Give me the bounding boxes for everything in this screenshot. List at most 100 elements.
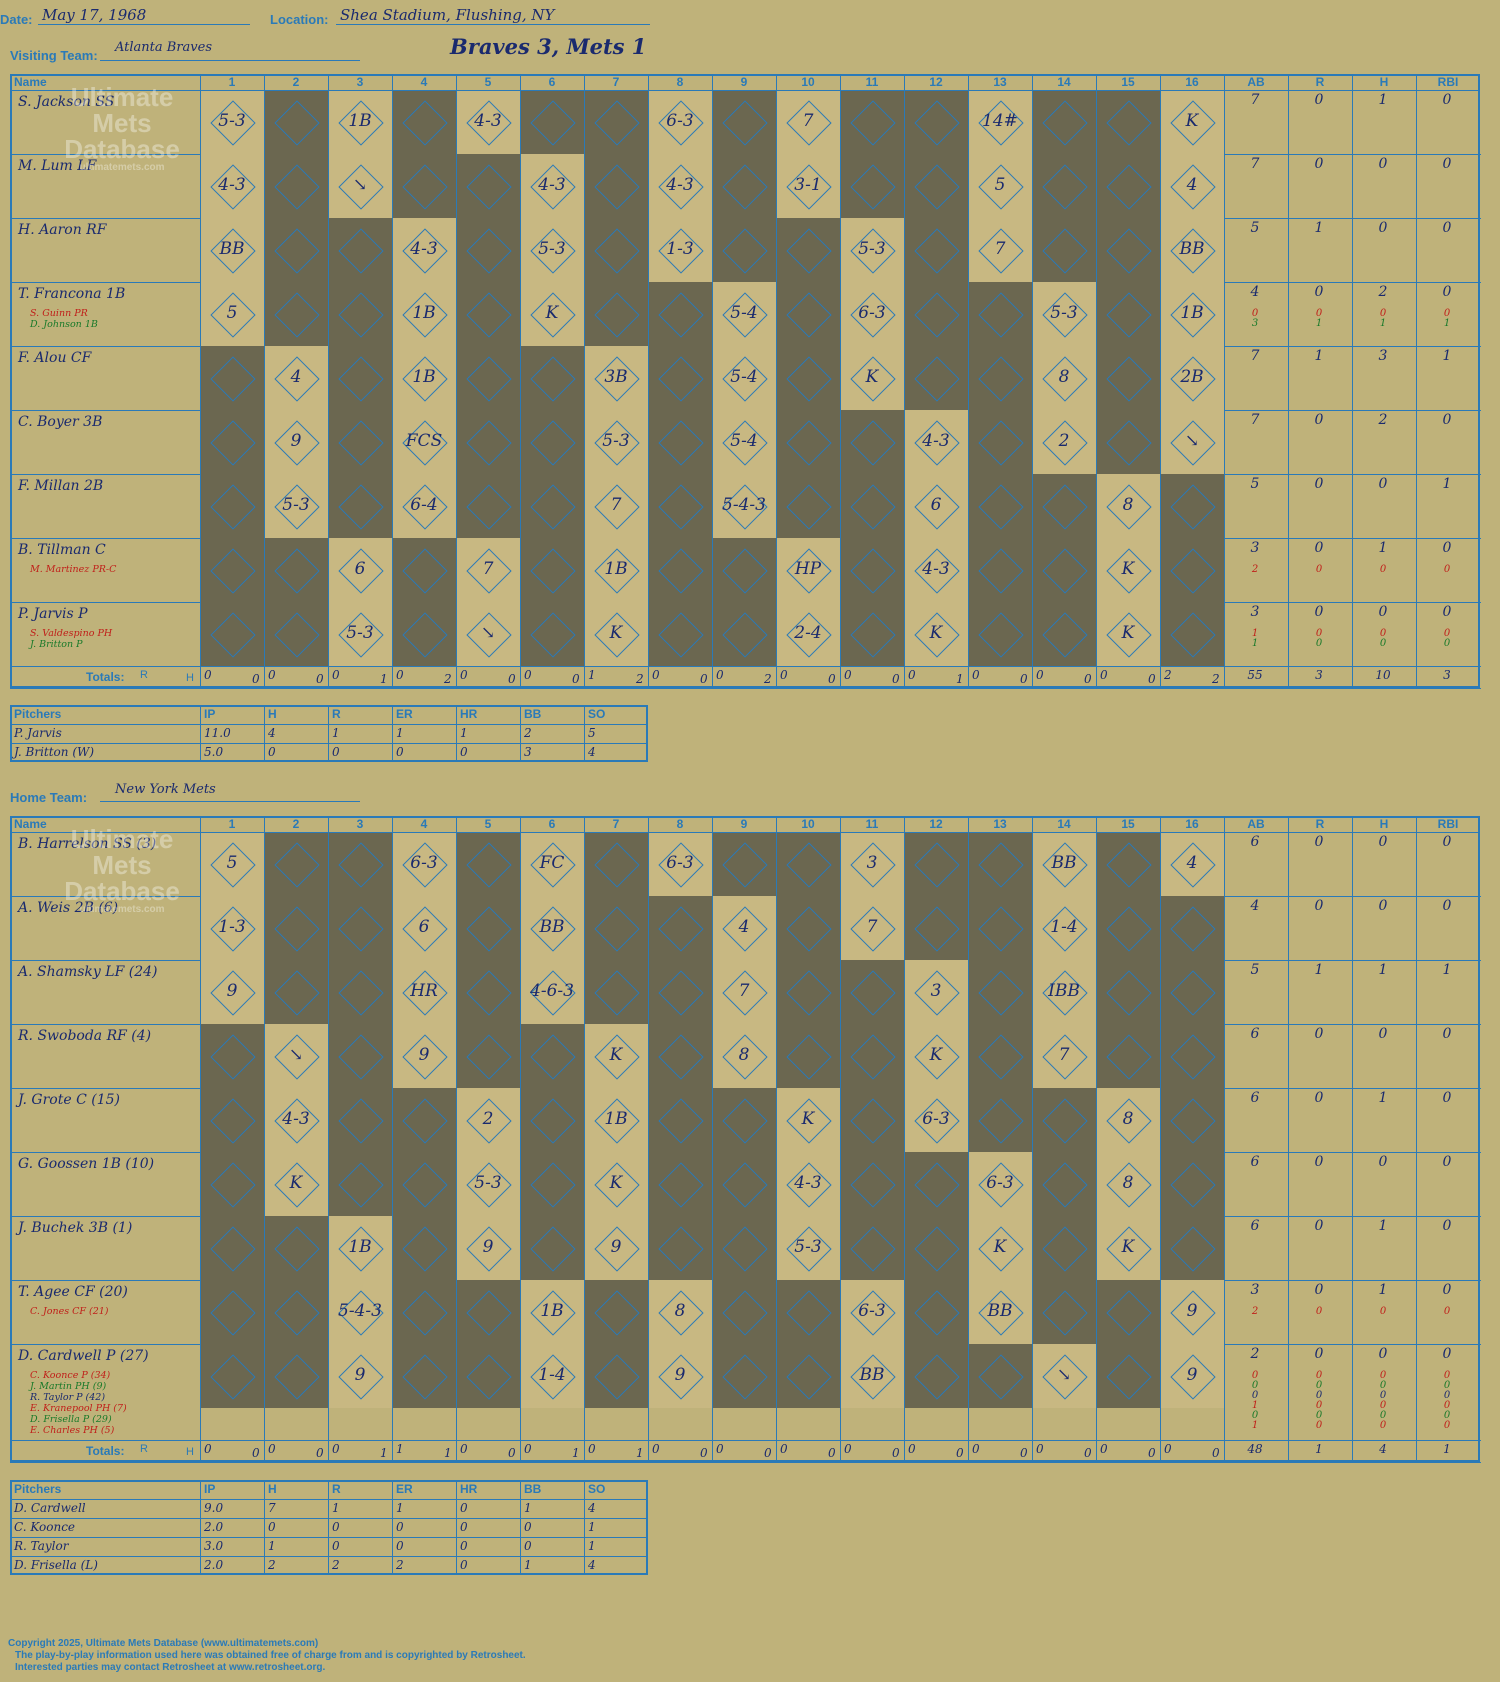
inning-cell-5 — [456, 832, 520, 896]
stat-ab: 6 — [1250, 834, 1260, 850]
pitcher-stat: 7 — [268, 1501, 276, 1515]
inning-cell-1: BB — [200, 218, 264, 282]
inning-cell-4 — [392, 602, 456, 666]
grid-divider — [392, 74, 393, 688]
stat-r: 0 — [1314, 1026, 1324, 1042]
inning-cell-7: K — [584, 1152, 648, 1216]
play-result: 9 — [482, 1237, 494, 1257]
inning-hits-total: 2 — [444, 672, 452, 686]
pitcher-stat: 4 — [588, 745, 596, 759]
sub-player-name: D. Frisella P (29) — [30, 1414, 112, 1425]
play-result: K — [289, 1173, 303, 1193]
inning-cell-11: 3 — [840, 832, 904, 896]
header-inning-4: 4 — [420, 75, 428, 89]
stat-h: 2 — [1378, 412, 1388, 428]
inning-cell-15: K — [1096, 602, 1160, 666]
header-inning-10: 10 — [801, 75, 815, 89]
location-value: Shea Stadium, Flushing, NY — [340, 6, 555, 24]
stat-ab: 0 — [1251, 308, 1259, 319]
inning-cell-13 — [968, 1024, 1032, 1088]
stat-ab: 1 — [1251, 638, 1259, 649]
inning-cell-13 — [968, 896, 1032, 960]
stat-ab: 4 — [1250, 284, 1260, 300]
pitcher-stat: 1 — [524, 1501, 532, 1515]
inning-cell-6: K — [520, 282, 584, 346]
play-result: 8 — [674, 1301, 686, 1321]
pitcher-col-line — [200, 705, 201, 762]
stat-rbi: 0 — [1443, 308, 1451, 319]
player-name: H. Aaron RF — [18, 222, 107, 238]
pitcher-name: D. Cardwell — [14, 1501, 86, 1515]
inning-cell-14: 7 — [1032, 1024, 1096, 1088]
header-inning-14: 14 — [1057, 817, 1071, 831]
play-result: K — [609, 1173, 623, 1193]
player-name: S. Jackson SS — [18, 94, 115, 110]
inning-cell-11 — [840, 90, 904, 154]
stat-h: 0 — [1378, 604, 1388, 620]
stat-r: 0 — [1314, 156, 1324, 172]
inning-cell-8: 6-3 — [648, 90, 712, 154]
play-result: BB — [539, 917, 565, 937]
inning-cell-4 — [392, 1088, 456, 1152]
inning-hits-total: 0 — [1212, 1446, 1220, 1460]
header-divider — [10, 90, 1480, 91]
inning-cell-5 — [456, 218, 520, 282]
inning-cell-8 — [648, 282, 712, 346]
play-result: 6-4 — [410, 495, 438, 515]
inning-cell-8 — [648, 1024, 712, 1088]
pitcher-row-line — [10, 1518, 648, 1519]
watermark-url: ultimatemets.com — [79, 904, 165, 915]
play-result: 5-3 — [218, 111, 246, 131]
inning-cell-9: 5-4-3 — [712, 474, 776, 538]
header-inning-5: 5 — [484, 817, 492, 831]
stat-r: 0 — [1315, 564, 1323, 575]
inning-cell-11 — [840, 474, 904, 538]
inning-hits-total: 0 — [1148, 1446, 1156, 1460]
pitcher-stat: 0 — [460, 1558, 468, 1572]
stat-h: 0 — [1378, 1026, 1388, 1042]
stat-h: 0 — [1379, 308, 1387, 319]
inning-cell-8 — [648, 474, 712, 538]
inning-cell-10 — [776, 832, 840, 896]
pitcher-header-hr: HR — [460, 707, 478, 721]
stat-h: 1 — [1378, 540, 1388, 556]
inning-runs-total: 0 — [588, 1442, 596, 1456]
inning-cell-13 — [968, 410, 1032, 474]
totals-h-label: H — [186, 1446, 194, 1458]
header-stat-r: R — [1315, 75, 1325, 89]
inning-cell-1 — [200, 538, 264, 602]
play-result: 5-4-3 — [338, 1301, 382, 1321]
inning-cell-8: 6-3 — [648, 832, 712, 896]
inning-cell-16: 9 — [1160, 1344, 1224, 1408]
play-result: 5 — [994, 175, 1006, 195]
pitcher-stat: 1 — [588, 1539, 596, 1553]
inning-cell-7: 9 — [584, 1216, 648, 1280]
inning-hits-total: 0 — [892, 672, 900, 686]
inning-cell-9: 4 — [712, 896, 776, 960]
grid-divider — [200, 816, 201, 1462]
stat-h: 1 — [1378, 92, 1388, 108]
header-inning-11: 11 — [865, 75, 879, 89]
watermark-text: Ultimate — [70, 82, 174, 112]
inning-cell-4 — [392, 1280, 456, 1344]
stat-rbi: 0 — [1443, 1306, 1451, 1317]
header-inning-16: 16 — [1185, 817, 1199, 831]
grid-divider — [712, 74, 713, 688]
inning-cell-9 — [712, 90, 776, 154]
inning-cell-13 — [968, 282, 1032, 346]
inning-cell-11 — [840, 602, 904, 666]
play-result: 9 — [418, 1045, 430, 1065]
visiting-team-value: Atlanta Braves — [115, 40, 212, 55]
inning-cell-5 — [456, 1024, 520, 1088]
stat-r: 1 — [1314, 962, 1324, 978]
inning-cell-13 — [968, 602, 1032, 666]
play-result: HR — [410, 981, 438, 1001]
inning-cell-8: 4-3 — [648, 154, 712, 218]
stat-ab: 1 — [1251, 628, 1259, 639]
stat-ab: 2 — [1251, 564, 1259, 575]
stat-r: 0 — [1314, 540, 1324, 556]
inning-cell-15 — [1096, 896, 1160, 960]
inning-cell-14: 5-3 — [1032, 282, 1096, 346]
play-result: 1-3 — [218, 917, 246, 937]
header-inning-1: 1 — [228, 817, 236, 831]
